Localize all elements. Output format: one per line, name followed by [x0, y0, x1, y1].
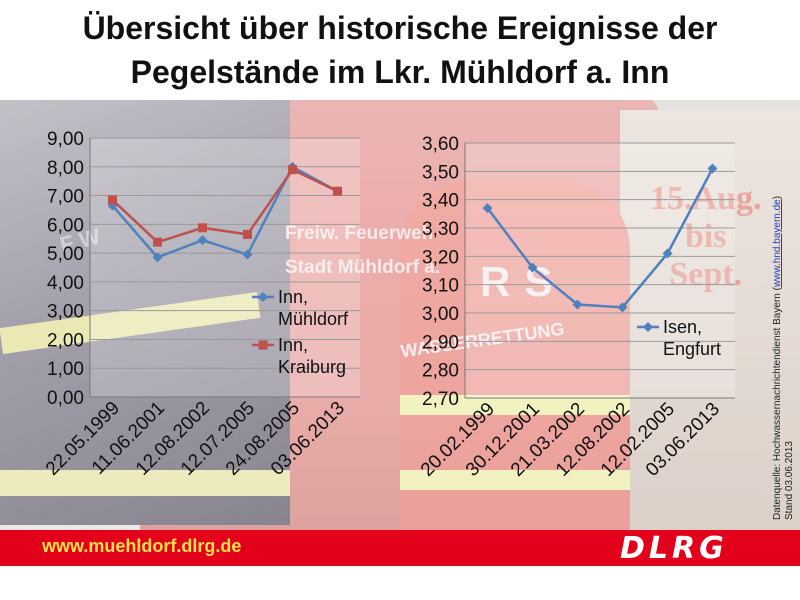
photo-sign-line3: Sept. [650, 256, 761, 294]
photo-reflective-stripe [0, 470, 290, 496]
legend-label: Engfurt [663, 339, 721, 359]
y-tick-label: 3,60 [422, 134, 459, 155]
bottom-strip [0, 566, 800, 600]
y-tick-label: 3,40 [422, 191, 459, 212]
y-tick-label: 2,70 [422, 389, 459, 410]
data-point [198, 223, 207, 233]
data-point [617, 302, 628, 313]
y-tick-label: 3,30 [422, 219, 459, 240]
data-point [197, 235, 208, 246]
y-tick-label: 3,50 [422, 162, 459, 183]
y-tick-label: 6,00 [47, 215, 84, 236]
legend-swatch-marker [643, 322, 653, 332]
y-tick-label: 3,20 [422, 247, 459, 268]
y-tick-label: 3,00 [422, 304, 459, 325]
data-point [243, 229, 252, 239]
y-tick-label: 8,00 [47, 158, 84, 179]
photo-sign-lettering: 15.Aug. bis Sept. [650, 180, 761, 294]
data-point [242, 249, 253, 260]
series-line [486, 167, 714, 309]
source-prefix: Datenquelle: Hochwassernachrichtendienst… [772, 287, 783, 520]
source-date: Stand 03.06.2013 [784, 441, 795, 520]
photo-truck-line2: Stadt Mühldorf a. [285, 257, 441, 278]
data-point [108, 195, 117, 205]
legend-label: Isen, [663, 317, 702, 337]
y-tick-label: 9,00 [47, 129, 84, 150]
photo-jacket-rs: RS [480, 258, 566, 306]
photo-reflective-stripe [400, 395, 630, 415]
legend-label: Kraiburg [278, 357, 346, 377]
data-point [662, 248, 673, 259]
y-tick-label: 0,00 [47, 388, 84, 409]
title-backdrop [0, 0, 800, 100]
photo-sign-line1: 15.Aug. [650, 180, 761, 218]
title-line-1: Übersicht über historische Ereignisse de… [82, 10, 718, 46]
photo-truck-line1: Freiw. Feuerweh [285, 223, 434, 244]
plot-area [465, 143, 735, 398]
source-link[interactable]: www.hnd.bayern.de [772, 199, 783, 288]
data-point [572, 299, 583, 310]
data-point [288, 165, 297, 175]
photo-right-wall [620, 110, 800, 530]
legend-label: Mühldorf [278, 309, 349, 329]
dlrg-logo: DLRG [620, 531, 728, 566]
photo-truck-lettering: Freiw. Feuerweh Stadt Mühldorf a. [285, 217, 440, 285]
y-tick-label: 2,90 [422, 332, 459, 353]
y-tick-label: 5,00 [47, 244, 84, 265]
y-tick-label: 4,00 [47, 273, 84, 294]
series-line [111, 168, 339, 244]
y-tick-label: 2,80 [422, 361, 459, 382]
footer-bar: www.muehldorf.dlrg.de DLRG [0, 530, 800, 566]
data-point [527, 262, 538, 273]
series-line [111, 165, 339, 259]
data-source-note: Datenquelle: Hochwassernachrichtendienst… [772, 150, 800, 520]
photo-sign-line2: bis [650, 218, 761, 256]
data-point [707, 163, 718, 174]
legend-label: Inn, [278, 287, 308, 307]
y-tick-label: 3,10 [422, 276, 459, 297]
source-line: Datenquelle: Hochwassernachrichtendienst… [772, 150, 784, 520]
data-point [153, 237, 162, 247]
y-tick-label: 1,00 [47, 359, 84, 380]
legend-swatch-marker [258, 292, 268, 302]
y-tick-label: 7,00 [47, 187, 84, 208]
y-tick-label: 2,00 [47, 330, 84, 351]
title-line-2: Pegelstände im Lkr. Mühldorf a. Inn [130, 54, 670, 90]
legend-label: Inn, [278, 335, 308, 355]
data-point [482, 203, 493, 214]
y-tick-label: 3,00 [47, 302, 84, 323]
footer-url[interactable]: www.muehldorf.dlrg.de [42, 536, 242, 556]
source-suffix: ) [772, 195, 783, 200]
data-point [333, 186, 342, 196]
legend-swatch-marker [258, 340, 268, 350]
page-title: Übersicht über historische Ereignisse de… [0, 6, 800, 94]
data-point [152, 252, 163, 263]
photo-reflective-stripe [400, 470, 630, 490]
